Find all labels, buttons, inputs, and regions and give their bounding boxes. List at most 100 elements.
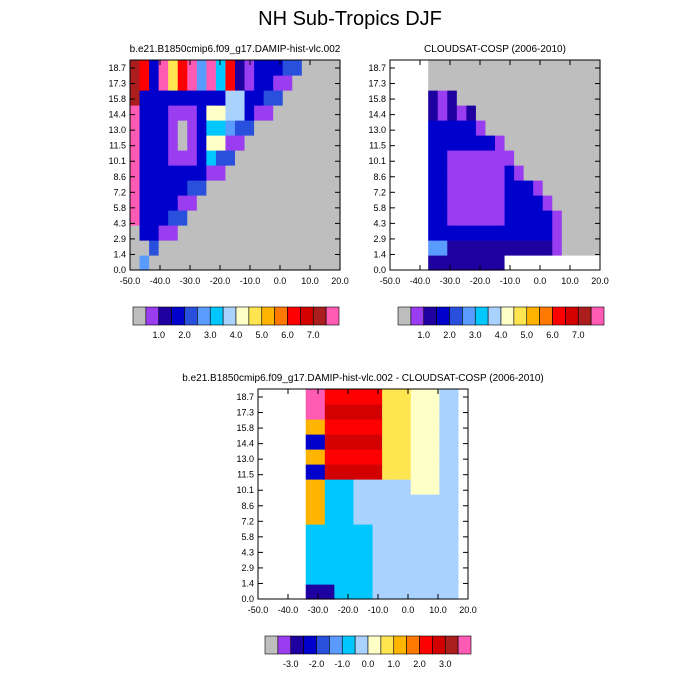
heatmap-cell xyxy=(552,180,563,196)
heatmap-cell xyxy=(225,75,236,91)
y-tick-label: 11.5 xyxy=(109,141,126,151)
heatmap-cell xyxy=(330,240,341,256)
heatmap-cell xyxy=(330,135,341,151)
heatmap-cell xyxy=(382,569,393,585)
heatmap-cell xyxy=(149,210,160,226)
heatmap-cell xyxy=(225,120,236,136)
colorbar-swatch xyxy=(367,635,382,655)
colorbar-swatch xyxy=(145,306,160,326)
heatmap-cell xyxy=(533,60,544,76)
heatmap-cell xyxy=(305,584,316,600)
colorbar-swatch xyxy=(235,306,250,326)
heatmap-cell xyxy=(296,509,307,525)
heatmap-cell xyxy=(429,419,440,435)
heatmap-cell xyxy=(448,494,460,510)
heatmap-cell xyxy=(401,419,412,435)
heatmap-cell xyxy=(273,165,284,181)
heatmap-cell xyxy=(334,494,345,510)
y-tick-label: 1.4 xyxy=(113,249,126,259)
heatmap-cell xyxy=(466,150,477,166)
colorbar-swatch xyxy=(410,306,425,326)
heatmap-cell xyxy=(286,404,297,420)
y-tick-label: 8.6 xyxy=(241,501,254,511)
heatmap-cell xyxy=(458,449,469,465)
heatmap-cell xyxy=(437,60,448,76)
heatmap-cell xyxy=(409,225,420,241)
heatmap-cell xyxy=(466,60,477,76)
heatmap-cell xyxy=(305,464,316,480)
x-tick-label: -40.0 xyxy=(278,605,299,615)
heatmap-cell xyxy=(399,90,410,106)
heatmap-cell xyxy=(390,255,401,271)
heatmap-cell xyxy=(286,449,297,465)
heatmap-cell xyxy=(448,449,460,465)
heatmap-cell xyxy=(439,479,450,495)
heatmap-cell xyxy=(533,150,544,166)
heatmap-cell xyxy=(177,240,188,256)
heatmap-cell xyxy=(571,120,582,136)
heatmap-cell xyxy=(475,165,487,181)
heatmap-cell xyxy=(561,60,572,76)
y-tick-label: 2.9 xyxy=(113,234,126,244)
heatmap-cell xyxy=(504,75,515,91)
heatmap-cell xyxy=(391,494,402,510)
heatmap-cell xyxy=(533,90,544,106)
heatmap-cell xyxy=(533,210,544,226)
heatmap-cell xyxy=(363,524,374,540)
heatmap-cell xyxy=(286,569,297,585)
heatmap-cell xyxy=(504,150,515,166)
heatmap-cell xyxy=(353,389,364,405)
heatmap-cell xyxy=(296,479,307,495)
heatmap-cell xyxy=(263,255,274,271)
y-tick-label: 5.8 xyxy=(373,203,386,213)
heatmap-cell xyxy=(429,494,440,510)
heatmap-cell xyxy=(267,554,278,570)
heatmap-cell xyxy=(343,449,355,465)
colorbar-swatch xyxy=(380,635,395,655)
heatmap-cell xyxy=(372,584,383,600)
heatmap-cell xyxy=(320,225,332,241)
heatmap-cell xyxy=(439,449,450,465)
heatmap-cell xyxy=(235,90,246,106)
heatmap-cell xyxy=(580,225,592,241)
y-tick-label: 13.0 xyxy=(108,125,126,135)
x-tick-label: 20.0 xyxy=(591,276,609,286)
heatmap-cell xyxy=(382,464,393,480)
heatmap-cell xyxy=(552,150,563,166)
heatmap-cell xyxy=(225,150,236,166)
heatmap-cell xyxy=(296,584,307,600)
heatmap-cell xyxy=(320,105,332,121)
heatmap-cell xyxy=(552,120,563,136)
colorbar-swatch xyxy=(354,635,369,655)
heatmap-cell xyxy=(390,165,401,181)
heatmap-cell xyxy=(187,255,198,271)
heatmap-cell xyxy=(225,210,236,226)
heatmap-cell xyxy=(571,150,582,166)
heatmap-cell xyxy=(334,449,345,465)
heatmap-cell xyxy=(305,404,316,420)
heatmap-cell xyxy=(187,60,198,76)
heatmap-cell xyxy=(429,404,440,420)
heatmap-cell xyxy=(353,434,364,450)
heatmap-cell xyxy=(254,240,265,256)
heatmap-cell xyxy=(263,75,274,91)
heatmap-cell xyxy=(448,479,460,495)
heatmap-cell xyxy=(267,524,278,540)
panel-title: CLOUDSAT-COSP (2006-2010) xyxy=(424,44,566,55)
heatmap-cell xyxy=(401,554,412,570)
heatmap-cell xyxy=(311,225,322,241)
heatmap-cell xyxy=(420,404,431,420)
heatmap-cell xyxy=(495,195,506,211)
heatmap-cell xyxy=(561,75,572,91)
heatmap-cell xyxy=(390,225,401,241)
heatmap-cell xyxy=(315,539,326,555)
heatmap-cell xyxy=(311,90,322,106)
heatmap-cell xyxy=(448,389,460,405)
heatmap-cell xyxy=(158,225,169,241)
heatmap-cell xyxy=(571,210,582,226)
plot-frame xyxy=(389,59,601,271)
heatmap-cell xyxy=(552,210,563,226)
heatmap-cell xyxy=(334,389,345,405)
heatmap-cell xyxy=(590,180,601,196)
heatmap-cell xyxy=(466,75,477,91)
